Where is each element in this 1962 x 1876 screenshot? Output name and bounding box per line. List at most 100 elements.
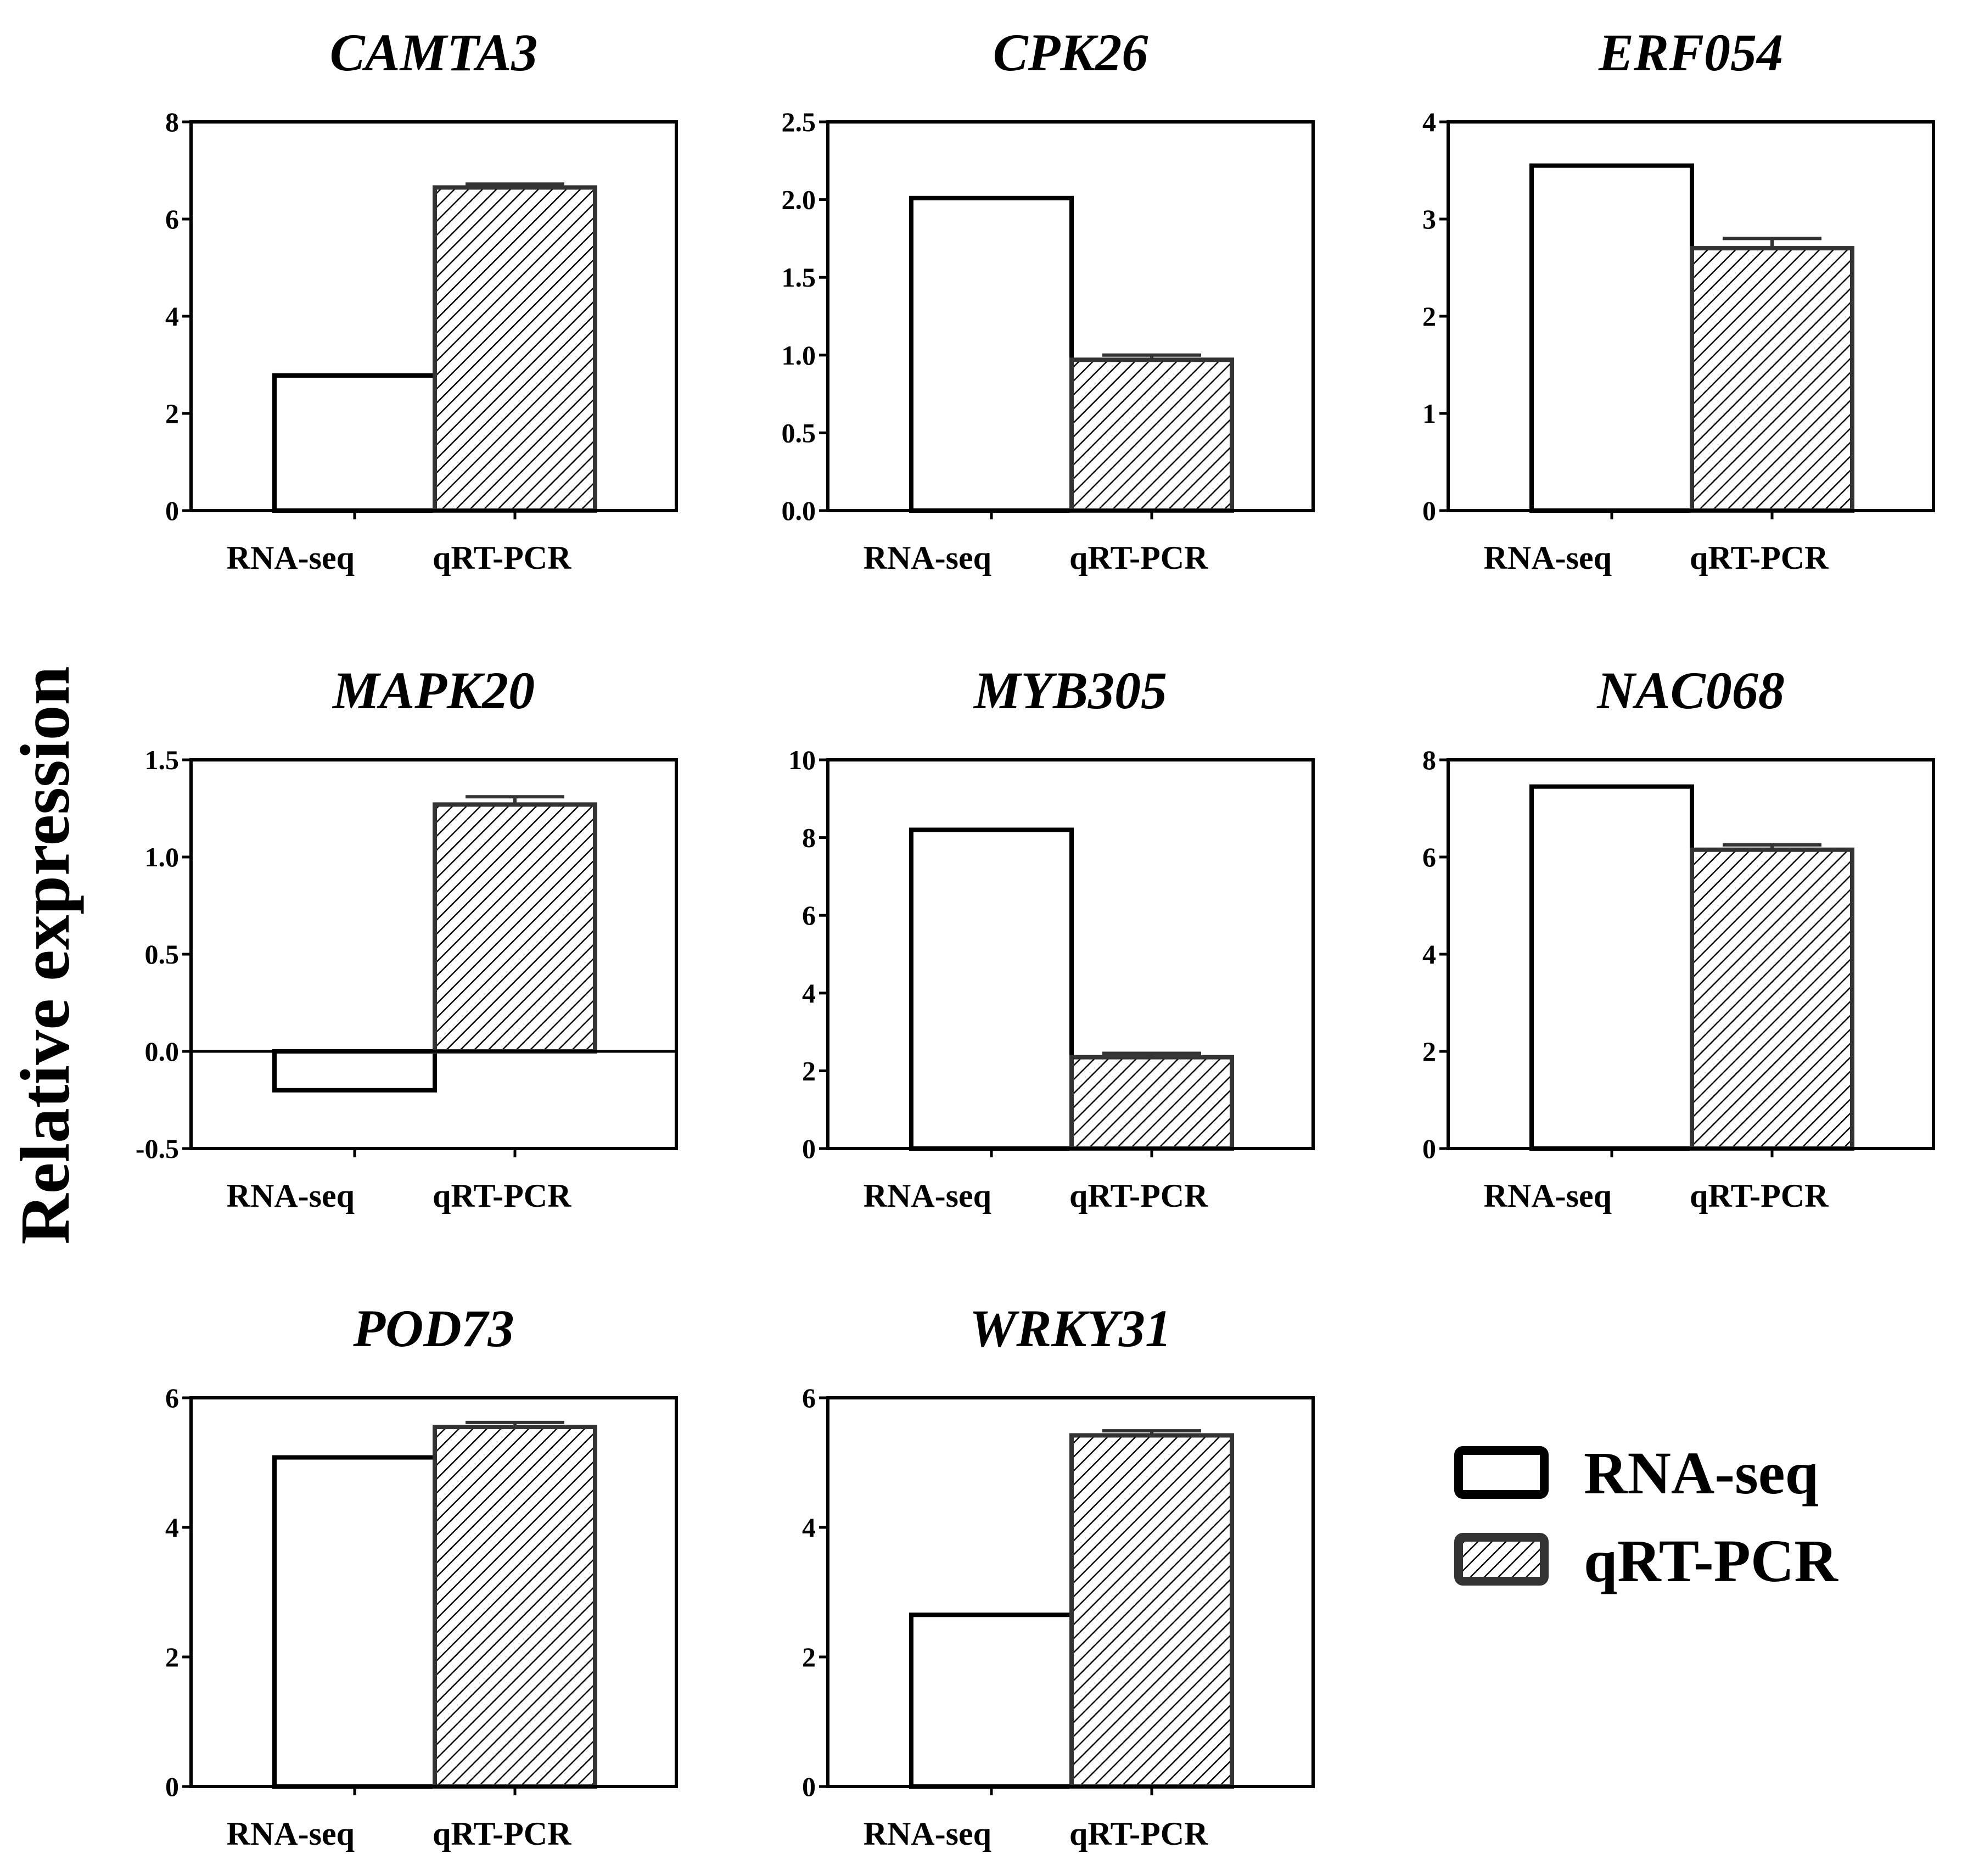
y-tick-label: 6 [802,1382,816,1413]
bar-qrt-pcr [1069,1055,1234,1151]
x-tick-label: RNA-seq [1484,540,1612,576]
y-tick-label: 0 [802,1771,816,1802]
panel-camta3: CAMTA3 0 2 4 6 8 RNA-seq qRT-PCR [165,23,678,576]
y-tick-label: 4 [802,978,816,1009]
bar-qrt-pcr [1690,847,1854,1151]
y-tick-label: 0.0 [782,495,816,526]
panel-pod73: POD73 0 2 4 6 RNA-seq qRT-PCR [165,1299,678,1852]
y-tick-label: 0.5 [782,417,816,448]
y-tick-label: 2 [1422,301,1436,332]
plot-frame [189,758,678,1150]
x-tick-label: RNA-seq [864,1816,991,1852]
x-tick-label: qRT-PCR [1690,1178,1829,1214]
x-tick-label: qRT-PCR [1069,1816,1208,1852]
x-tick-label: qRT-PCR [433,1816,571,1852]
y-tick-label: 2.0 [782,184,816,215]
bar-rna-seq [1529,163,1694,513]
bar-rna-seq [909,827,1074,1151]
panel-mapk20: MAPK20 -0.5 0.0 0.5 1.0 1.5 RNA-seq qRT-PCR [136,661,678,1214]
plot-frame [1447,120,1935,512]
plot-frame [826,758,1315,1150]
y-tick-label: 1 [1422,398,1436,429]
bar-qrt-pcr [1069,357,1234,513]
y-tick-label: 0.0 [145,1036,180,1067]
plot-frame [826,120,1315,512]
bar-qrt-pcr [1069,1433,1234,1789]
panel-title: POD73 [352,1299,514,1358]
legend-swatch-qrt-pcr [1454,1533,1549,1586]
y-tick-label: 0 [802,1133,816,1164]
y-axis-label: Relative expression [6,666,84,1245]
x-tick-label: qRT-PCR [1069,1178,1208,1214]
y-tick-label: -0.5 [136,1133,179,1164]
x-tick-label: RNA-seq [864,1178,991,1214]
y-tick-label: 2 [1422,1036,1436,1067]
bar-rna-seq [272,1455,437,1789]
plot-frame [826,1396,1315,1788]
y-tick-label: 6 [1422,842,1436,872]
x-tick-label: qRT-PCR [433,1178,571,1214]
panel-title: MYB305 [973,661,1167,720]
panel-title: CAMTA3 [330,23,538,82]
y-tick-label: 4 [165,301,179,332]
panel-title: WRKY31 [969,1299,1171,1358]
panel-title: ERF054 [1598,23,1783,82]
y-tick-label: 0 [1422,495,1436,526]
y-tick-label: 0 [165,495,179,526]
x-tick-label: RNA-seq [1484,1178,1612,1214]
y-tick-label: 4 [165,1512,179,1543]
y-tick-label: 0 [165,1771,179,1802]
panel-myb305: MYB305 0 2 4 6 8 10 RNA-seq qRT-PCR [788,661,1315,1214]
bar-rna-seq [909,195,1074,513]
bar-rna-seq [272,373,437,513]
panel-nac068: NAC068 0 2 4 6 8 RNA-seq qRT-PCR [1422,661,1935,1214]
bar-qrt-pcr [1690,246,1854,513]
y-tick-label: 0 [1422,1133,1436,1164]
bar-qrt-pcr [433,185,597,513]
bar-rna-seq [272,1049,437,1093]
plot-frame [189,120,678,512]
bar-qrt-pcr [433,802,597,1054]
x-tick-label: qRT-PCR [1069,540,1208,576]
y-tick-label: 0.5 [145,939,180,970]
panel-title: MAPK20 [332,661,535,720]
y-tick-label: 2 [802,1642,816,1672]
panel-title: NAC068 [1596,661,1784,720]
y-tick-label: 2 [165,1642,179,1672]
y-tick-label: 6 [165,204,179,234]
x-tick-label: qRT-PCR [433,540,571,576]
x-tick-label: qRT-PCR [1690,540,1829,576]
y-tick-label: 2.5 [782,107,816,137]
y-tick-label: 4 [1422,107,1436,137]
y-tick-label: 2 [165,398,179,429]
plot-frame [189,1396,678,1788]
x-tick-label: RNA-seq [227,1816,355,1852]
y-tick-label: 1.0 [782,340,816,371]
x-tick-label: RNA-seq [227,1178,355,1214]
y-tick-label: 8 [1422,744,1436,775]
legend: RNA-seq qRT-PCR [1454,1440,1838,1594]
legend-swatch-rna-seq [1454,1446,1549,1499]
y-tick-label: 1.5 [145,744,180,775]
y-tick-label: 8 [802,822,816,853]
panel-title: CPK26 [993,23,1148,82]
legend-label-rna-seq: RNA-seq [1584,1440,1819,1507]
y-tick-label: 6 [165,1382,179,1413]
y-tick-label: 6 [802,900,816,931]
y-tick-label: 1.5 [782,262,816,293]
bar-rna-seq [1529,784,1694,1151]
y-tick-label: 3 [1422,204,1436,234]
bar-rna-seq [909,1612,1074,1789]
panel-wrky31: WRKY31 0 2 4 6 RNA-seq qRT-PCR [802,1299,1315,1852]
panel-erf054: ERF054 0 1 2 3 4 RNA-seq qRT-PCR [1422,23,1935,576]
x-tick-label: RNA-seq [864,540,991,576]
y-tick-label: 2 [802,1055,816,1086]
y-tick-label: 8 [165,107,179,137]
bar-qrt-pcr [433,1425,597,1789]
y-tick-label: 4 [802,1512,816,1543]
y-tick-label: 10 [788,744,816,775]
panel-cpk26: CPK26 0.0 0.5 1.0 1.5 2.0 2.5 RNA-seq qRT-PCR [782,23,1315,576]
panels: CAMTA3 0 2 4 6 8 RNA-seq qRT-PCR CPK26 0.0 0.5 1.0 1… [136,23,1935,1852]
legend-label-qrt-pcr: qRT-PCR [1584,1527,1838,1594]
